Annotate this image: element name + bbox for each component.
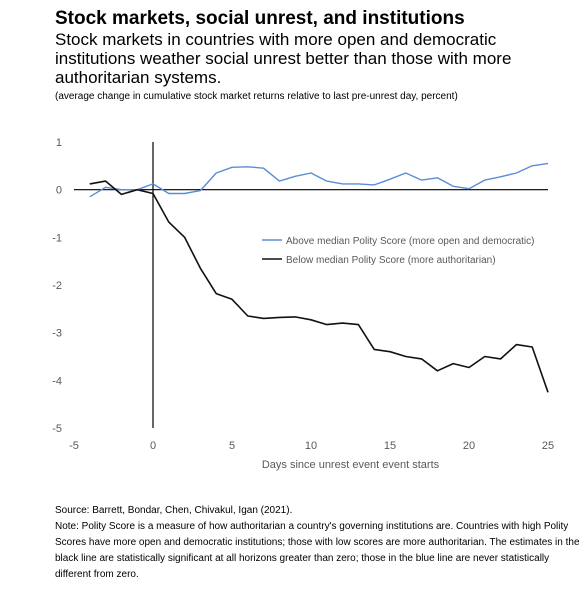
legend-label-below: Below median Polity Score (more authorit… xyxy=(286,255,496,266)
y-tick-label: -2 xyxy=(52,280,62,292)
chart-footer: Source: Barrett, Bondar, Chen, Chivakul,… xyxy=(55,503,580,583)
explanatory-note: Note: Polity Score is a measure of how a… xyxy=(55,521,580,580)
series-line-below xyxy=(89,180,549,393)
source-note: Source: Barrett, Bondar, Chen, Chivakul,… xyxy=(55,505,293,516)
y-tick-label: -4 xyxy=(52,375,62,387)
x-axis-label: Days since unrest event event starts xyxy=(262,459,440,471)
x-tick-label: 5 xyxy=(229,440,235,452)
series-line-above xyxy=(89,162,549,198)
x-tick-label: 10 xyxy=(305,440,317,452)
x-tick-label: 20 xyxy=(463,440,475,452)
y-tick-label: -3 xyxy=(52,328,62,340)
units-note: (average change in cumulative stock mark… xyxy=(55,91,458,102)
y-tick-label: 0 xyxy=(56,185,62,197)
y-tick-label: -5 xyxy=(52,423,62,435)
chart-subtitle: Stock markets in countries with more ope… xyxy=(55,30,512,87)
x-tick-label: 15 xyxy=(384,440,396,452)
y-tick-label: -1 xyxy=(52,232,62,244)
legend-label-above: Above median Polity Score (more open and… xyxy=(286,236,534,247)
x-tick-label: 0 xyxy=(150,440,156,452)
chart-title: Stock markets, social unrest, and instit… xyxy=(55,8,465,29)
x-tick-label: 25 xyxy=(542,440,554,452)
y-tick-label: 1 xyxy=(56,137,62,149)
x-tick-label: -5 xyxy=(69,440,79,452)
